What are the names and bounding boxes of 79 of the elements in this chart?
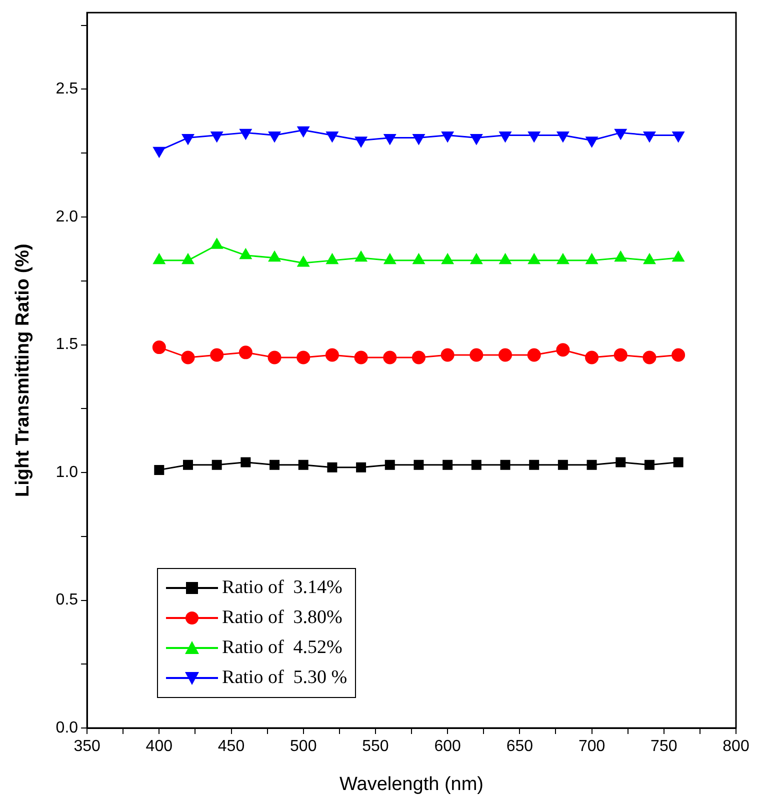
point — [326, 131, 338, 142]
point — [440, 348, 454, 362]
point — [238, 346, 252, 360]
point — [355, 136, 367, 148]
point — [614, 128, 627, 140]
point — [152, 340, 166, 354]
point — [240, 128, 252, 140]
point — [384, 134, 396, 145]
point — [642, 350, 656, 364]
y-tick-label: 1.0 — [56, 464, 78, 481]
point — [442, 460, 453, 470]
point — [298, 460, 308, 470]
point — [181, 350, 195, 364]
y-tick-label: 2.5 — [56, 80, 78, 98]
x-tick-label: 700 — [578, 738, 606, 756]
x-axis-title: Wavelength (nm) — [340, 774, 484, 795]
point — [470, 348, 484, 362]
x-tick-label: 400 — [146, 738, 173, 756]
point — [240, 457, 251, 468]
point — [673, 457, 684, 468]
point — [557, 131, 569, 142]
point — [296, 350, 310, 364]
point — [528, 131, 540, 142]
point — [672, 131, 684, 142]
point — [529, 460, 540, 470]
point — [414, 460, 424, 470]
legend-label: Ratio of 3.14% — [222, 577, 342, 599]
point — [412, 134, 425, 145]
point — [470, 134, 482, 145]
point — [384, 460, 395, 470]
legend-label: Ratio of 5.30 % — [222, 667, 348, 689]
point — [500, 460, 510, 470]
point — [325, 348, 339, 362]
point — [586, 136, 598, 148]
x-tick-label: 550 — [362, 738, 389, 756]
point — [327, 462, 338, 472]
point — [527, 348, 541, 362]
x-tick-label: 600 — [434, 738, 462, 756]
point — [442, 131, 454, 142]
point — [412, 350, 426, 364]
point — [616, 457, 626, 468]
point — [558, 460, 568, 470]
legend-label: Ratio of 3.80% — [222, 607, 342, 629]
x-tick-label: 650 — [506, 738, 534, 756]
y-axis-title: Light Transmitting Ratio (%) — [12, 244, 34, 497]
point — [556, 343, 570, 357]
point — [268, 350, 282, 364]
point — [672, 348, 686, 362]
point — [270, 460, 280, 470]
y-tick-label: 0.0 — [56, 719, 78, 736]
point — [356, 462, 366, 472]
point — [644, 131, 656, 142]
legend-label: Ratio of 4.52% — [222, 637, 342, 659]
point — [471, 460, 482, 470]
y-tick-label: 1.5 — [56, 336, 78, 354]
point — [268, 131, 280, 142]
point — [585, 350, 599, 364]
point — [644, 460, 654, 470]
point — [498, 348, 512, 362]
x-tick-label: 450 — [218, 738, 245, 756]
point — [182, 134, 194, 145]
point — [212, 460, 222, 470]
y-tick-label: 2.0 — [56, 208, 78, 226]
point — [210, 348, 224, 362]
point — [383, 350, 397, 364]
x-tick-label: 350 — [74, 738, 100, 756]
point — [614, 348, 628, 362]
point — [183, 460, 193, 470]
point — [153, 146, 166, 158]
point — [297, 126, 310, 137]
point — [586, 460, 597, 470]
point — [354, 350, 368, 364]
x-tick-label: 750 — [650, 738, 678, 756]
point — [210, 131, 223, 142]
x-tick-label: 500 — [290, 738, 317, 756]
y-tick-label: 0.5 — [56, 592, 78, 609]
x-tick-label: 800 — [722, 738, 750, 756]
point — [154, 464, 164, 475]
point — [499, 131, 512, 142]
